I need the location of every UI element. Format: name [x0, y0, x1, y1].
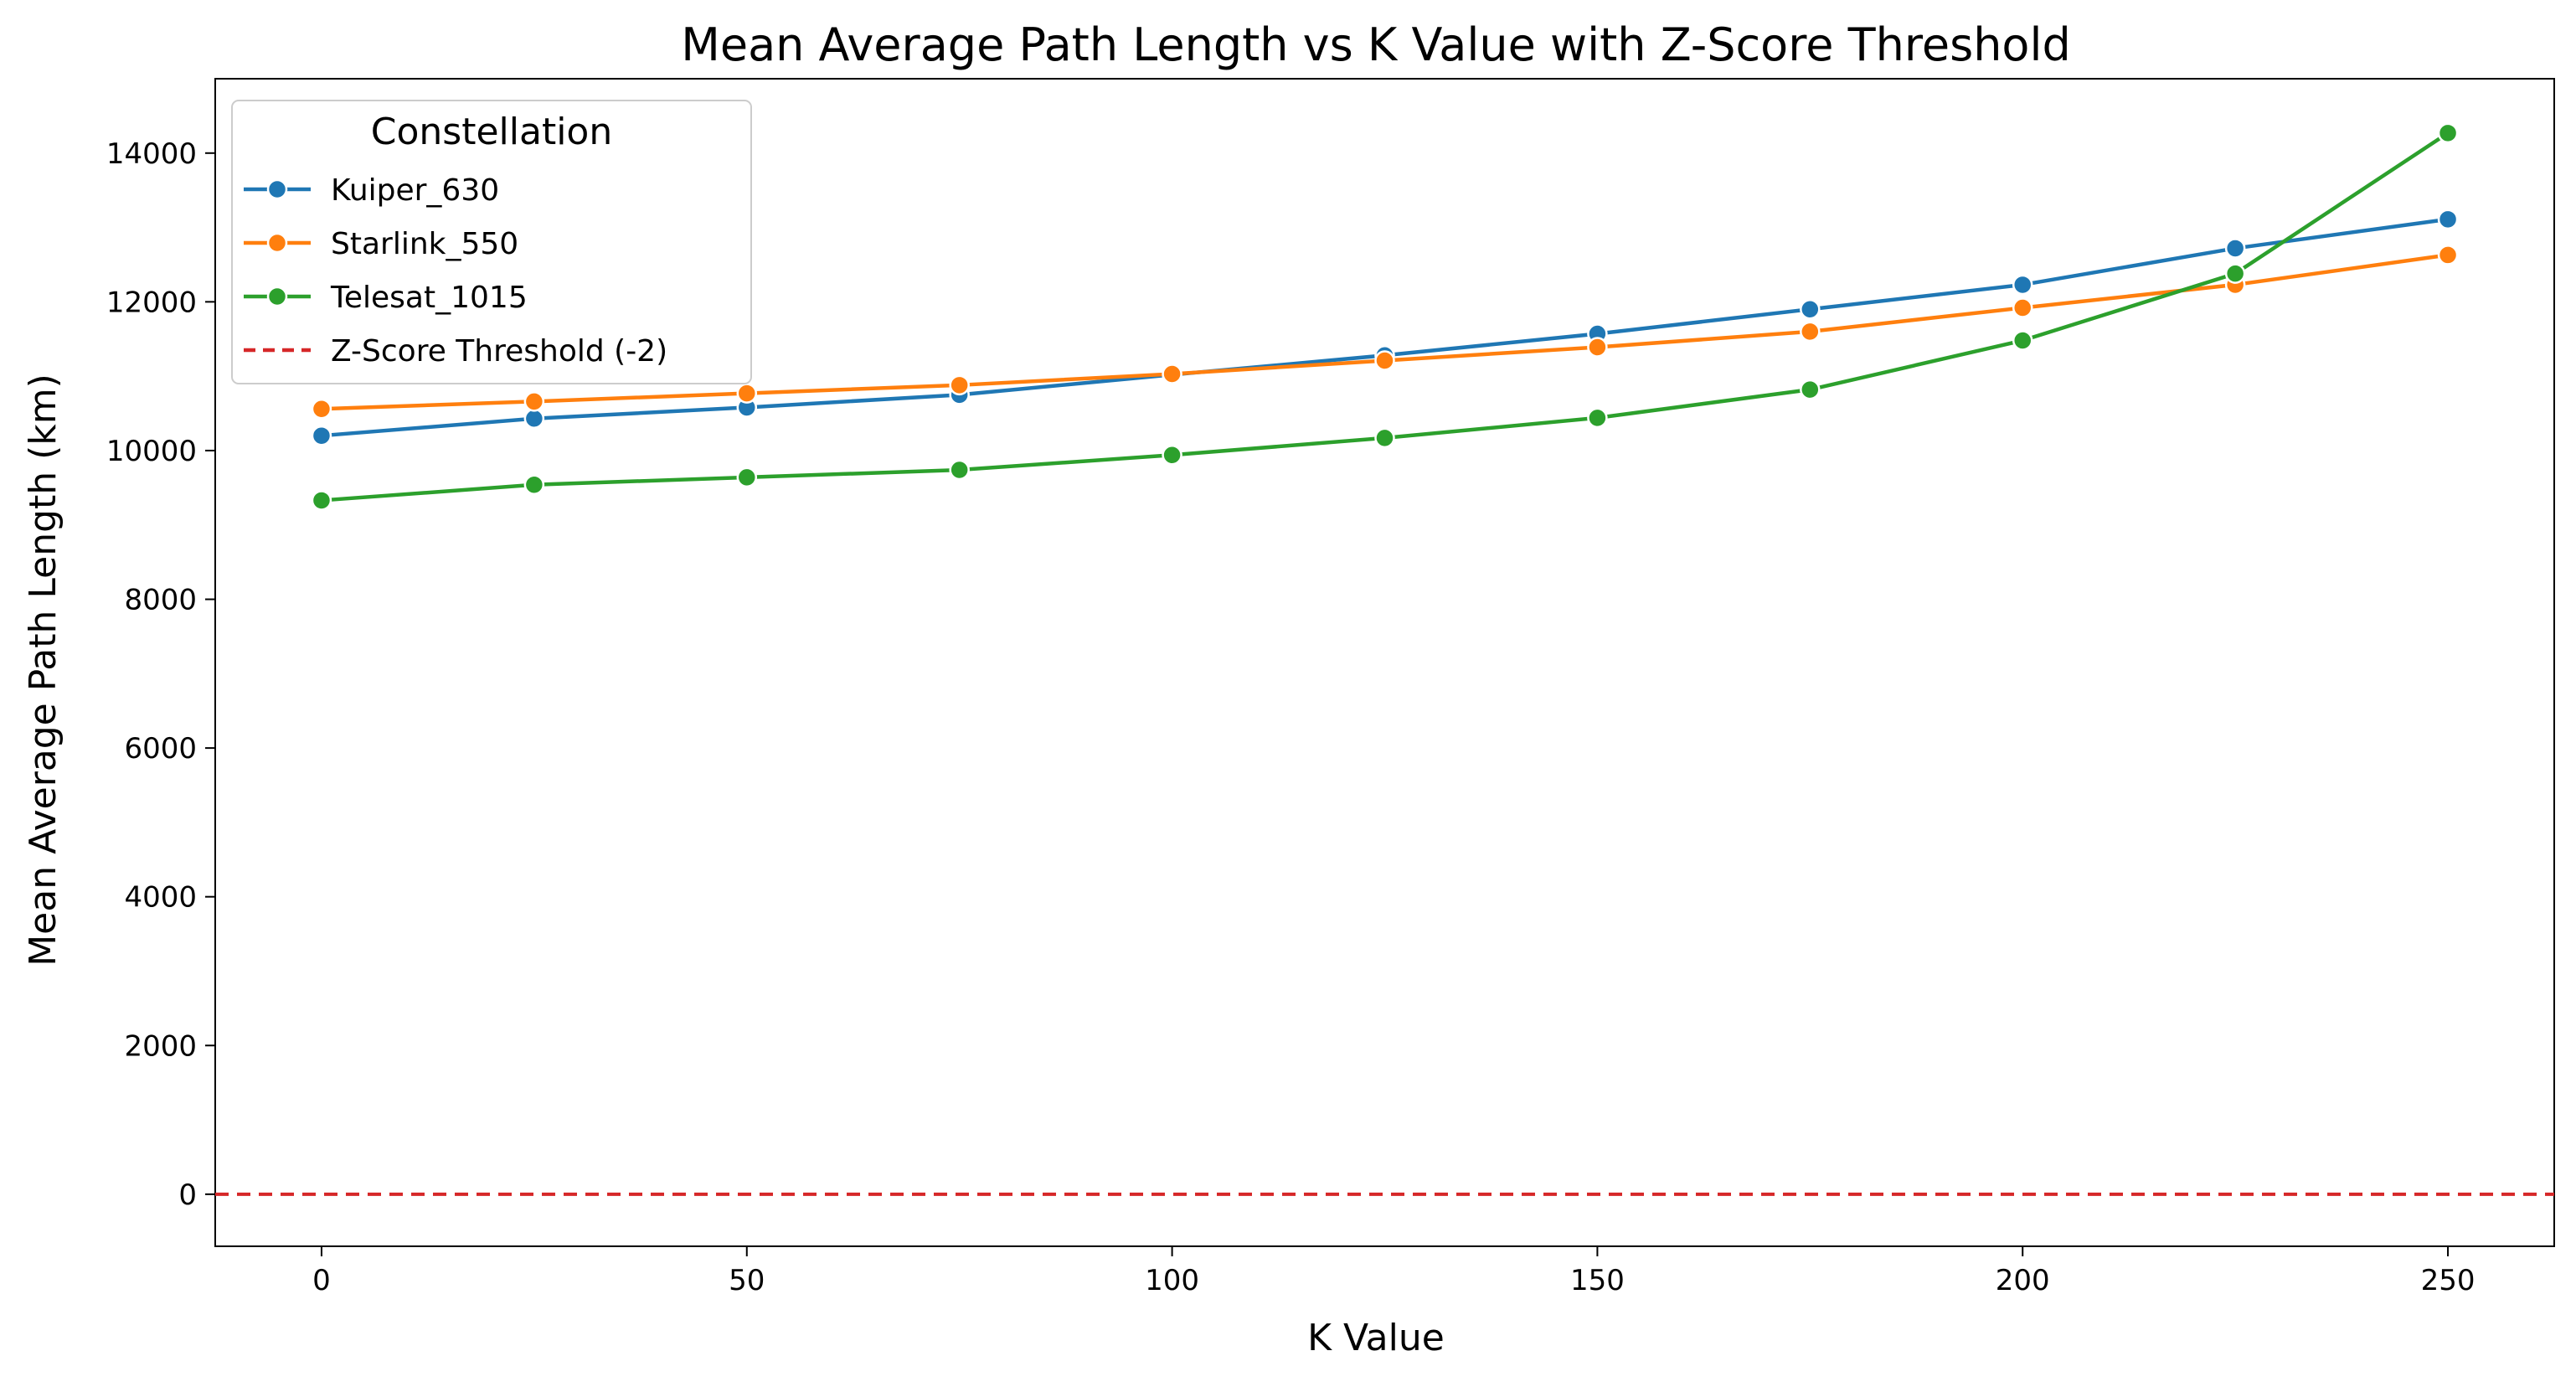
data-point — [2437, 209, 2459, 230]
legend-entry: Z-Score Threshold (-2) — [331, 334, 667, 369]
data-point — [2437, 122, 2459, 144]
data-point — [311, 398, 332, 420]
legend-swatch-marker — [266, 232, 288, 254]
y-tick-label: 6000 — [124, 732, 197, 766]
data-point — [2224, 238, 2246, 259]
legend: Constellation Kuiper_630 Starlink_550 Teles… — [231, 100, 752, 384]
data-point — [949, 459, 970, 481]
x-tick-label: 200 — [1996, 1264, 2050, 1297]
plot-area: 0 50 100 150 200 250 0 2000 4000 6000 8000 10000 120… — [106, 78, 2555, 1297]
data-point — [736, 383, 758, 404]
data-point — [2012, 297, 2033, 318]
data-point — [2437, 245, 2459, 266]
y-tick-label: 4000 — [124, 881, 197, 915]
data-point — [1587, 337, 1608, 358]
data-point — [1587, 407, 1608, 429]
data-point — [2224, 263, 2246, 284]
legend-entry: Kuiper_630 — [331, 173, 499, 208]
data-point — [523, 391, 545, 412]
data-point — [523, 408, 545, 430]
data-point — [1162, 445, 1182, 466]
data-point — [2012, 274, 2033, 296]
data-point — [311, 425, 332, 446]
data-point — [1800, 321, 1821, 343]
y-tick-label: 12000 — [106, 286, 197, 319]
legend-box — [231, 100, 752, 384]
legend-swatch-marker — [266, 178, 288, 200]
data-point — [949, 374, 970, 396]
x-tick-label: 250 — [2421, 1264, 2476, 1297]
y-tick-label: 0 — [178, 1178, 197, 1212]
y-tick-label: 10000 — [106, 435, 197, 468]
chart-title: Mean Average Path Length vs K Value with… — [681, 18, 2071, 71]
y-axis-label: Mean Average Path Length (km) — [22, 374, 64, 967]
y-tick-label: 8000 — [124, 584, 197, 617]
x-tick-label: 0 — [312, 1264, 331, 1297]
data-point — [736, 467, 758, 488]
data-point — [1374, 350, 1395, 371]
legend-title: Constellation — [371, 111, 612, 153]
x-tick-label: 100 — [1145, 1264, 1199, 1297]
data-point — [1374, 427, 1395, 449]
data-point — [523, 474, 545, 496]
legend-entry: Telesat_1015 — [330, 281, 528, 315]
y-tick-label: 2000 — [124, 1029, 197, 1063]
data-point — [1162, 364, 1182, 384]
legend-swatch-marker — [266, 286, 288, 307]
x-tick-label: 150 — [1570, 1264, 1625, 1297]
data-point — [311, 490, 332, 511]
x-axis-label: K Value — [1307, 1317, 1445, 1359]
data-point — [2012, 330, 2033, 351]
data-point — [1800, 298, 1821, 320]
x-tick-label: 50 — [729, 1264, 765, 1297]
legend-entry: Starlink_550 — [331, 227, 518, 261]
y-tick-label: 14000 — [106, 137, 197, 171]
data-point — [1800, 379, 1821, 400]
plot-frame — [214, 78, 2555, 1247]
